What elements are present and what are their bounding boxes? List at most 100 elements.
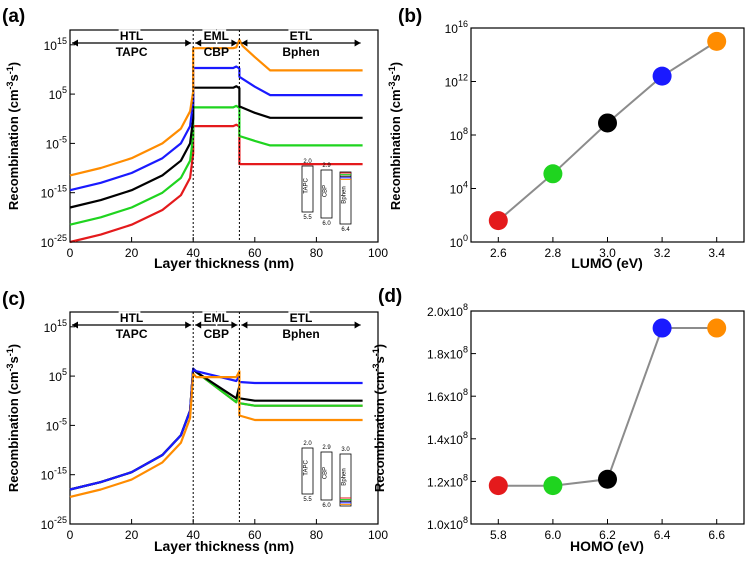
inset-layer-label: CBP (323, 185, 329, 197)
x-tick-label: 100 (368, 246, 388, 260)
panel-d-points (488, 318, 727, 496)
region-material-tapc: TAPC (116, 327, 148, 341)
y-tick-label: 10-15 (41, 466, 67, 483)
arrow-head-left-1 (72, 321, 78, 329)
y-tick-label: 2.0x108 (427, 302, 468, 319)
x-tick-label: 60 (248, 528, 262, 542)
y-tick-label: 108 (450, 126, 468, 143)
arrow-head-left-1 (72, 39, 78, 47)
inset-top-level: 3.0 (341, 447, 350, 453)
y-tick-label: 10-25 (41, 233, 67, 250)
x-tick-label: 20 (125, 246, 139, 260)
region-name-htl: HTL (120, 29, 143, 43)
inset-layer-tapc (301, 447, 314, 495)
y-tick-label: 1.2x108 (427, 472, 468, 489)
inset-layer-cbp (320, 451, 333, 501)
arrow-head-right-2 (231, 39, 238, 47)
x-tick-label: 6.4 (654, 528, 671, 542)
y-tick-label: 10-5 (46, 134, 67, 151)
series-line-2 (69, 367, 363, 491)
x-tick-label: 5.8 (490, 528, 507, 542)
data-point-4 (652, 66, 672, 86)
y-tick-label: 1.4x108 (427, 430, 468, 447)
y-tick-label: 10-25 (41, 515, 67, 532)
arrow-head-left-2 (195, 39, 202, 47)
x-tick-label: 6.6 (708, 528, 725, 542)
x-tick-label: 3.4 (708, 246, 725, 260)
panel-a-x-ticks: 0 20 40 60 80 100 (67, 237, 388, 260)
panel-d-y-ticks: 1.0x108 1.2x108 1.4x108 1.6x108 1.8x108 2.0x1… (427, 302, 476, 532)
data-point-3 (598, 113, 617, 133)
x-tick-label: 3.2 (654, 246, 671, 260)
region-material-cbp: CBP (204, 327, 229, 341)
y-tick-label: 100 (450, 233, 468, 250)
region-name-etl: ETL (290, 29, 313, 43)
inset-layer-tapc (301, 165, 314, 213)
panel-c-x-axis-title: Layer thickness (nm) (154, 538, 294, 554)
y-tick-label: 1012 (445, 73, 468, 90)
series-line-5 (69, 38, 363, 177)
panel-b-scatter-chart: (b) 2.6 2.8 3.0 3.2 3.4 100 104 108 1012 1016 LU… (387, 6, 745, 271)
inset-layer-label: TAPC (304, 460, 310, 476)
x-tick-label: 80 (310, 246, 324, 260)
inset-bottom-level: 6.0 (322, 221, 331, 227)
panel-c-axes-frame (69, 311, 379, 525)
panel-c-dividers (192, 312, 240, 524)
panel-b-x-ticks: 2.6 2.8 3.0 3.2 3.4 (490, 237, 725, 260)
inset-bottom-level: 5.5 (303, 497, 312, 503)
x-tick-label: 40 (187, 246, 201, 260)
panel-c-region-labels: HTL TAPC EML CBP ETL Bphen (72, 309, 361, 341)
panel-a-region-labels: HTL TAPC EML CBP ETL Bphen (72, 27, 361, 59)
panel-a-label: (a) (2, 6, 25, 27)
panel-a-x-axis-title: Layer thickness (nm) (154, 255, 294, 271)
x-tick-label: 20 (125, 528, 139, 542)
x-tick-label: 40 (187, 528, 201, 542)
x-tick-label: 3.0 (599, 246, 616, 260)
inset-bottom-level: 6.4 (341, 227, 350, 233)
x-tick-label: 100 (368, 528, 388, 542)
region-material-cbp: CBP (204, 45, 229, 59)
series-line-4 (69, 65, 363, 192)
panel-d-x-axis-title: HOMO (eV) (570, 538, 644, 554)
panel-c-series-group (69, 367, 363, 498)
y-tick-label: 1016 (445, 19, 468, 36)
inset-top-level: 2.0 (303, 159, 312, 165)
panel-d-connector (498, 327, 717, 487)
panel-d-label: (d) (378, 286, 402, 307)
data-point-4 (652, 318, 672, 338)
panel-c-label: (c) (2, 289, 25, 310)
arrow-head-right-1 (185, 321, 192, 329)
panel-b-x-axis-title: LUMO (eV) (571, 255, 643, 271)
region-name-etl: ETL (290, 311, 313, 325)
x-tick-label: 2.8 (545, 246, 562, 260)
y-tick-label: 10-15 (41, 184, 67, 201)
region-material-tapc: TAPC (116, 45, 148, 59)
inset-bottom-level: 5.5 (303, 215, 312, 221)
inset-layer-label: Bphen (342, 468, 348, 485)
y-tick-label: 1.6x108 (427, 387, 468, 404)
panel-c-x-ticks: 0 20 40 60 80 100 (67, 519, 388, 542)
panel-d-axes-frame (470, 310, 745, 525)
data-point-2 (543, 164, 563, 184)
series-line-1 (69, 123, 363, 244)
region-material-bphen: Bphen (282, 45, 319, 59)
panel-d-scatter-chart: (d) 5.8 6.0 6.2 6.4 6.6 1.0x108 1.2x108 1.4x10… (371, 286, 745, 554)
panel-c-line-chart: (c) HTL TAPC EML CBP ETL Bphen 0 20 40 60 80 100 1… (2, 289, 388, 554)
panel-b-label: (b) (398, 6, 422, 27)
connector-line (498, 327, 717, 487)
inset-layer-label: Bphen (342, 186, 348, 203)
panel-a-y-ticks: 10-25 10-15 10-5 105 1015 (41, 36, 75, 250)
inset-bottom-level: 6.0 (322, 503, 331, 509)
x-tick-label: 80 (310, 528, 324, 542)
inset-top-level: 2.9 (322, 163, 331, 169)
panel-c-energy-inset: TAPC 2.0 5.5 CBP 2.9 6.0 Bphen 3.0 (301, 441, 352, 509)
data-point-3 (598, 469, 617, 489)
series-line-2 (69, 104, 363, 226)
y-tick-label: 10-5 (46, 416, 67, 433)
panel-a-line-chart: (a) HTL TAPC EML CBP ETL Bphen 0 20 40 60 80 100 1… (2, 6, 388, 271)
inset-layer-label: TAPC (304, 178, 310, 194)
panel-c-y-axis-title: Recombination (cm-3s-1) (5, 344, 21, 492)
arrow-head-left-3 (241, 39, 248, 47)
data-point-5 (707, 31, 727, 51)
